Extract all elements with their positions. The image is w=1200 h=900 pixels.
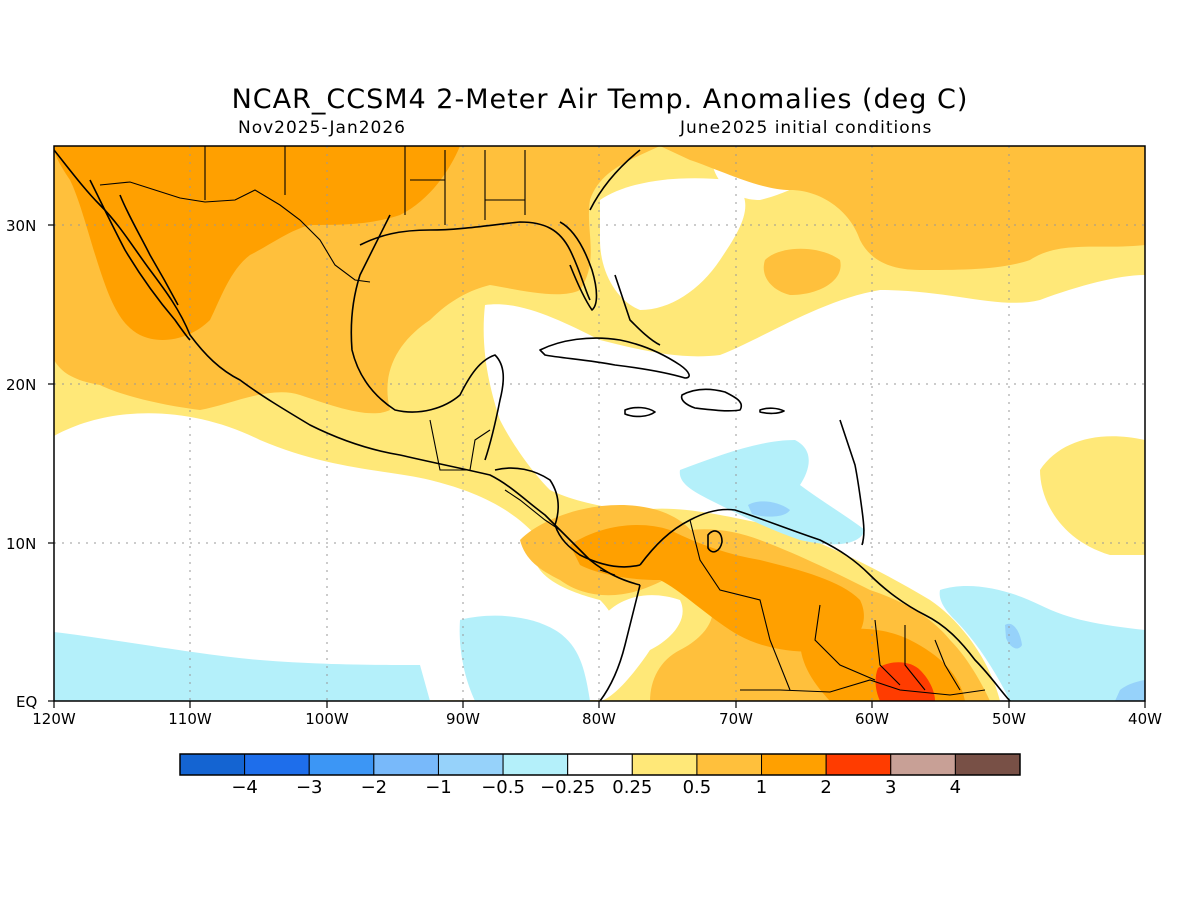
coast-mexico-pacific (54, 149, 641, 586)
colorbar-swatch (631, 753, 698, 776)
colorbar-swatch (890, 753, 956, 776)
border-central-america (504, 489, 616, 576)
colorbar: −4 −3 −2 −1 −0.5 −0.25 0.25 0.5 1 2 3 4 (179, 753, 1021, 798)
lon-label-100w: 100W (305, 710, 349, 728)
colorbar-frame (179, 753, 1021, 776)
lat-label-eq: EQ (16, 693, 37, 711)
colorbar-swatch (179, 753, 246, 776)
white-region-south-america (600, 595, 683, 701)
border-colombia-venezuela (689, 519, 791, 691)
lat-label-20n: 20N (6, 376, 36, 394)
colorbar-label: −0.5 (481, 777, 525, 798)
coast-colombia-pacific (599, 584, 641, 701)
colorbar-swatch (308, 753, 375, 776)
coast-gulf-of-california (119, 194, 179, 306)
cool-region-atlantic-equatorial (939, 585, 1145, 701)
warm-region-atlantic-blob (763, 248, 841, 295)
cool-region-panama-pacific (459, 615, 590, 701)
border-brazil-north (740, 679, 986, 696)
coast-florida (559, 221, 598, 311)
cold-spot-caribbean (748, 501, 790, 517)
colorbar-swatch (696, 753, 763, 776)
colorbar-label: 0.25 (612, 777, 652, 798)
initial-conditions: June2025 initial conditions (680, 118, 933, 138)
coast-lake-maracaibo (707, 530, 723, 553)
colorbar-label: 2 (820, 777, 831, 798)
lon-label-120w: 120W (32, 710, 76, 728)
border-guatemala (429, 419, 491, 471)
coast-baja (89, 179, 191, 341)
coast-us-atlantic (589, 149, 641, 211)
hot-region-mexico-us (54, 146, 460, 340)
colorbar-label: 1 (756, 777, 767, 798)
border-us-states (204, 146, 526, 225)
colorbar-swatch (373, 753, 439, 776)
border-guyana-suriname (874, 619, 901, 686)
colorbar-swatch (502, 753, 569, 776)
colorbar-swatch (244, 753, 310, 776)
lon-label-60w: 60W (855, 710, 889, 728)
colorbar-label: −2 (361, 777, 388, 798)
coast-puerto-rico (759, 407, 785, 415)
anomaly-field (54, 146, 1145, 701)
colorbar-swatch (954, 753, 1021, 776)
lat-label-10n: 10N (6, 535, 36, 553)
border-venezuela-guyana (814, 604, 876, 681)
colorbar-swatch (437, 753, 504, 776)
graticule (54, 146, 1145, 701)
coast-jamaica (624, 406, 656, 418)
map-title: NCAR_CCSM4 2-Meter Air Temp. Anomalies (… (231, 84, 969, 115)
colorbar-swatch (567, 753, 633, 776)
hot-region-caribbean-coast (570, 525, 864, 652)
coastlines (54, 149, 1011, 701)
border-us-mexico (99, 181, 371, 283)
coast-us-gulf (359, 221, 591, 301)
coast-central-america-caribbean (494, 467, 641, 568)
warm-region-north-atlantic (660, 146, 1145, 270)
lon-label-40w: 40W (1128, 710, 1162, 728)
cool-region-east-pacific (54, 632, 430, 701)
colorbar-label: 4 (950, 777, 961, 798)
coast-gulf-mexico (350, 214, 505, 461)
coast-cuba (539, 337, 690, 379)
very-hot-region-guianas (875, 662, 935, 701)
lon-label-50w: 50W (992, 710, 1026, 728)
colorbar-label: −1 (425, 777, 452, 798)
axis-ticks (48, 224, 1146, 708)
colorbar-labels: −4 −3 −2 −1 −0.5 −0.25 0.25 0.5 1 2 3 4 (231, 777, 961, 798)
colorbar-swatches (179, 753, 1021, 776)
white-region-florida-strait (600, 178, 746, 310)
forecast-period: Nov2025-Jan2026 (238, 118, 406, 138)
lon-label-110w: 110W (168, 710, 212, 728)
lon-label-90w: 90W (446, 710, 480, 728)
cold-spot-southeast (1115, 680, 1145, 701)
coast-bahamas (614, 274, 661, 346)
lon-label-70w: 70W (719, 710, 753, 728)
colorbar-label: 3 (885, 777, 896, 798)
coast-south-america-north (639, 508, 1011, 701)
lat-label-30n: 30N (6, 217, 36, 235)
coast-lesser-antilles (839, 419, 865, 546)
colorbar-label: 0.5 (683, 777, 712, 798)
borders (99, 146, 986, 696)
colorbar-label: −4 (231, 777, 258, 798)
coast-hispaniola (680, 388, 743, 412)
colorbar-swatch (761, 753, 827, 776)
cool-region-caribbean (679, 440, 865, 545)
colorbar-label: −3 (296, 777, 323, 798)
lon-label-80w: 80W (582, 710, 616, 728)
colorbar-swatch (825, 753, 892, 776)
colorbar-label: −0.25 (540, 777, 595, 798)
border-suriname-fr-guiana (904, 625, 961, 691)
